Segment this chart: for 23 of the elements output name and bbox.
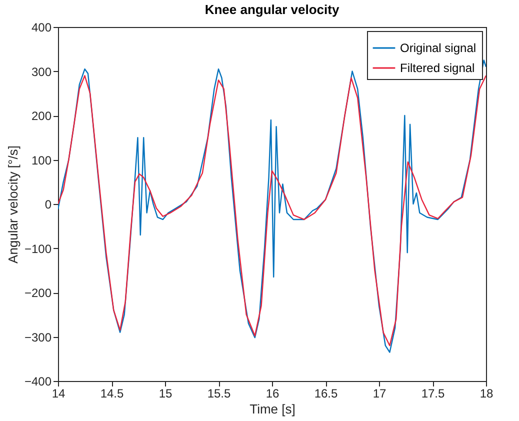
y-tick-label: 300 (31, 64, 52, 79)
x-tick-label: 15 (158, 386, 172, 400)
x-tick-label: 17.5 (421, 386, 445, 400)
y-tick-label: −100 (24, 242, 52, 256)
x-tick-label: 14.5 (100, 386, 124, 400)
chart-title: Knee angular velocity (204, 2, 340, 17)
y-tick-label: 200 (31, 109, 52, 123)
y-tick-label: −200 (24, 286, 52, 300)
y-tick-label: −400 (24, 374, 52, 388)
x-tick-label: 16.5 (314, 386, 338, 400)
y-tick-label: −300 (24, 330, 52, 344)
y-tick-label: 0 (44, 198, 52, 212)
y-axis-title: Angular velocity [°/s] (5, 146, 20, 264)
x-tick-label: 18 (480, 386, 494, 400)
y-tick-label: 100 (31, 153, 52, 168)
x-tick-label: 16 (266, 386, 280, 400)
x-tick-label: 15.5 (207, 386, 231, 400)
legend-label: Original signal (400, 41, 476, 55)
x-axis-title: Time [s] (250, 402, 296, 416)
x-tick-label: 14 (52, 386, 66, 400)
y-tick-label: 400 (31, 20, 52, 34)
x-tick-label: 17 (372, 386, 386, 400)
legend-label: Filtered signal (400, 61, 475, 75)
